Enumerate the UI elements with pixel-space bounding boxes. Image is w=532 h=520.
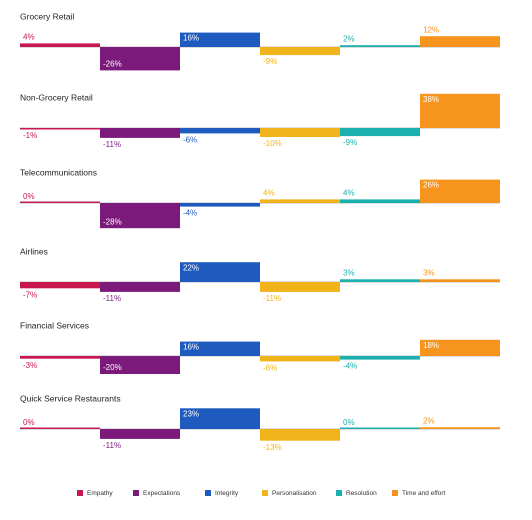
bar (340, 427, 420, 429)
panel-title: Airlines (20, 246, 48, 256)
legend-label: Integrity (215, 490, 239, 497)
panel-title: Non-Grocery Retail (20, 92, 93, 102)
panel-title: Grocery Retail (20, 11, 74, 21)
legend-label: Empathy (87, 490, 113, 497)
value-label: -6% (263, 364, 277, 373)
value-label: -11% (263, 294, 281, 303)
value-label: 23% (183, 409, 199, 418)
bar (20, 201, 100, 203)
value-label: 26% (423, 181, 439, 190)
panel-title: Financial Services (20, 320, 89, 330)
legend-swatch (205, 490, 211, 496)
legend-label: Resolution (346, 490, 377, 497)
bar (180, 341, 260, 356)
bar (420, 179, 500, 203)
value-label: -11% (103, 294, 121, 303)
bar (260, 128, 340, 137)
value-label: -10% (263, 139, 282, 148)
value-label: 0% (23, 418, 35, 427)
value-label: 4% (23, 33, 35, 42)
bar (180, 128, 260, 134)
bar (420, 36, 500, 47)
value-label: 18% (423, 341, 439, 350)
value-label: -3% (23, 361, 37, 370)
bar (180, 203, 260, 207)
bar (100, 356, 180, 374)
value-label: -28% (103, 217, 122, 226)
bar (260, 429, 340, 441)
value-label: -11% (103, 441, 121, 450)
value-label: -6% (183, 136, 197, 145)
bar (180, 408, 260, 429)
bar (340, 356, 420, 360)
bar (420, 279, 500, 282)
bar (340, 128, 420, 137)
legend-label: Personalisation (272, 490, 317, 497)
bar (20, 282, 100, 289)
bar (100, 429, 180, 439)
value-label: -7% (23, 290, 37, 299)
value-label: -4% (183, 209, 197, 218)
legend-swatch (336, 490, 342, 496)
value-label: 38% (423, 95, 439, 104)
bar (180, 262, 260, 282)
value-label: -9% (343, 138, 357, 147)
value-label: 2% (423, 416, 435, 425)
panel-title: Quick Service Restaurants (20, 393, 121, 403)
legend-swatch (77, 490, 83, 496)
value-label: -13% (263, 443, 282, 452)
bar (20, 427, 100, 429)
bar (340, 45, 420, 47)
bar (260, 47, 340, 56)
value-label: 4% (343, 189, 355, 198)
value-label: 0% (23, 192, 35, 201)
legend-swatch (392, 490, 398, 496)
bar (100, 128, 180, 138)
value-label: -4% (343, 362, 357, 371)
bar (260, 282, 340, 292)
bar (100, 203, 180, 229)
bar (20, 356, 100, 359)
value-label: -20% (103, 363, 122, 372)
bar (260, 356, 340, 362)
bar (420, 339, 500, 356)
bar (420, 93, 500, 128)
panel-title: Telecommunications (20, 167, 97, 177)
bar (100, 282, 180, 292)
legend-swatch (262, 490, 268, 496)
bar (100, 47, 180, 71)
bar (20, 128, 100, 130)
value-label: -9% (263, 57, 277, 66)
legend-swatch (133, 490, 139, 496)
legend-label: Expectations (143, 490, 181, 497)
value-label: 4% (263, 189, 275, 198)
bar (340, 279, 420, 282)
value-label: 16% (183, 34, 199, 43)
bar (180, 32, 260, 47)
value-label: -1% (23, 131, 37, 140)
bar (340, 199, 420, 203)
bar (20, 43, 100, 47)
legend-label: Time and effort (402, 490, 446, 497)
value-label: 0% (343, 418, 355, 427)
value-label: 22% (183, 263, 199, 272)
value-label: 2% (343, 34, 355, 43)
bar (420, 427, 500, 429)
value-label: 16% (183, 343, 199, 352)
value-label: 3% (423, 268, 435, 277)
value-label: 3% (343, 268, 355, 277)
value-label: 12% (423, 25, 439, 34)
bar (260, 199, 340, 203)
value-label: -26% (103, 60, 122, 69)
value-label: -11% (103, 140, 121, 149)
